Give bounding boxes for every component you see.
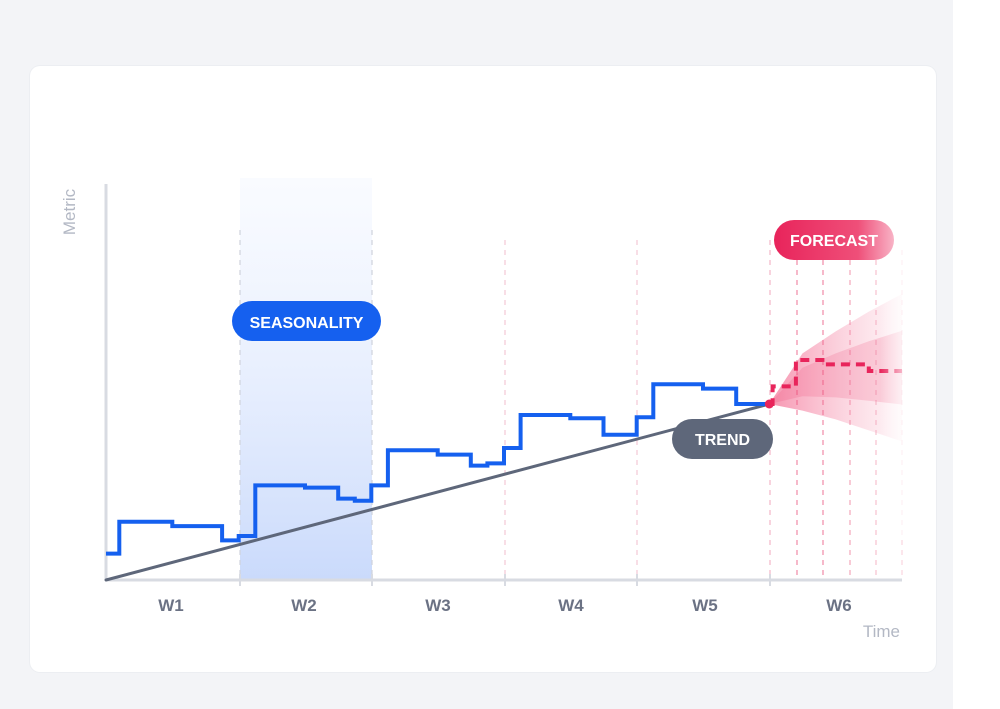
tick-label-w6: W6 (826, 596, 852, 615)
chart-card (30, 66, 936, 672)
forecast-label: FORECAST (774, 220, 894, 260)
tick-label-w5: W5 (692, 596, 718, 615)
forecast-inner-band (769, 330, 902, 405)
seasonality-text: SEASONALITY (250, 315, 364, 332)
x-tick-labels: W1 W2 W3 W4 W5 W6 (158, 596, 852, 615)
y-axis-label: Metric (60, 188, 79, 235)
forecast-origin-dot (764, 399, 774, 409)
x-axis-label: Time (863, 622, 900, 641)
trend-pill (672, 419, 773, 459)
forecast-series-line (769, 358, 902, 406)
forecast-pill (774, 220, 894, 260)
seasonality-band (240, 178, 372, 580)
trend-label: TREND (672, 419, 773, 459)
forecast-fade-overlay (880, 240, 910, 540)
trend-line (104, 402, 771, 582)
trend-text: TREND (695, 432, 750, 449)
forecast-text: FORECAST (790, 233, 878, 250)
forecast-uncertainty-band (769, 294, 902, 442)
x-ticks (239, 574, 771, 586)
seasonality-pill (232, 301, 381, 341)
tick-label-w3: W3 (425, 596, 451, 615)
observed-series-line (106, 382, 770, 556)
tick-label-w2: W2 (291, 596, 317, 615)
tick-label-w4: W4 (558, 596, 584, 615)
tick-label-w1: W1 (158, 596, 184, 615)
seasonality-label: SEASONALITY (232, 301, 381, 341)
